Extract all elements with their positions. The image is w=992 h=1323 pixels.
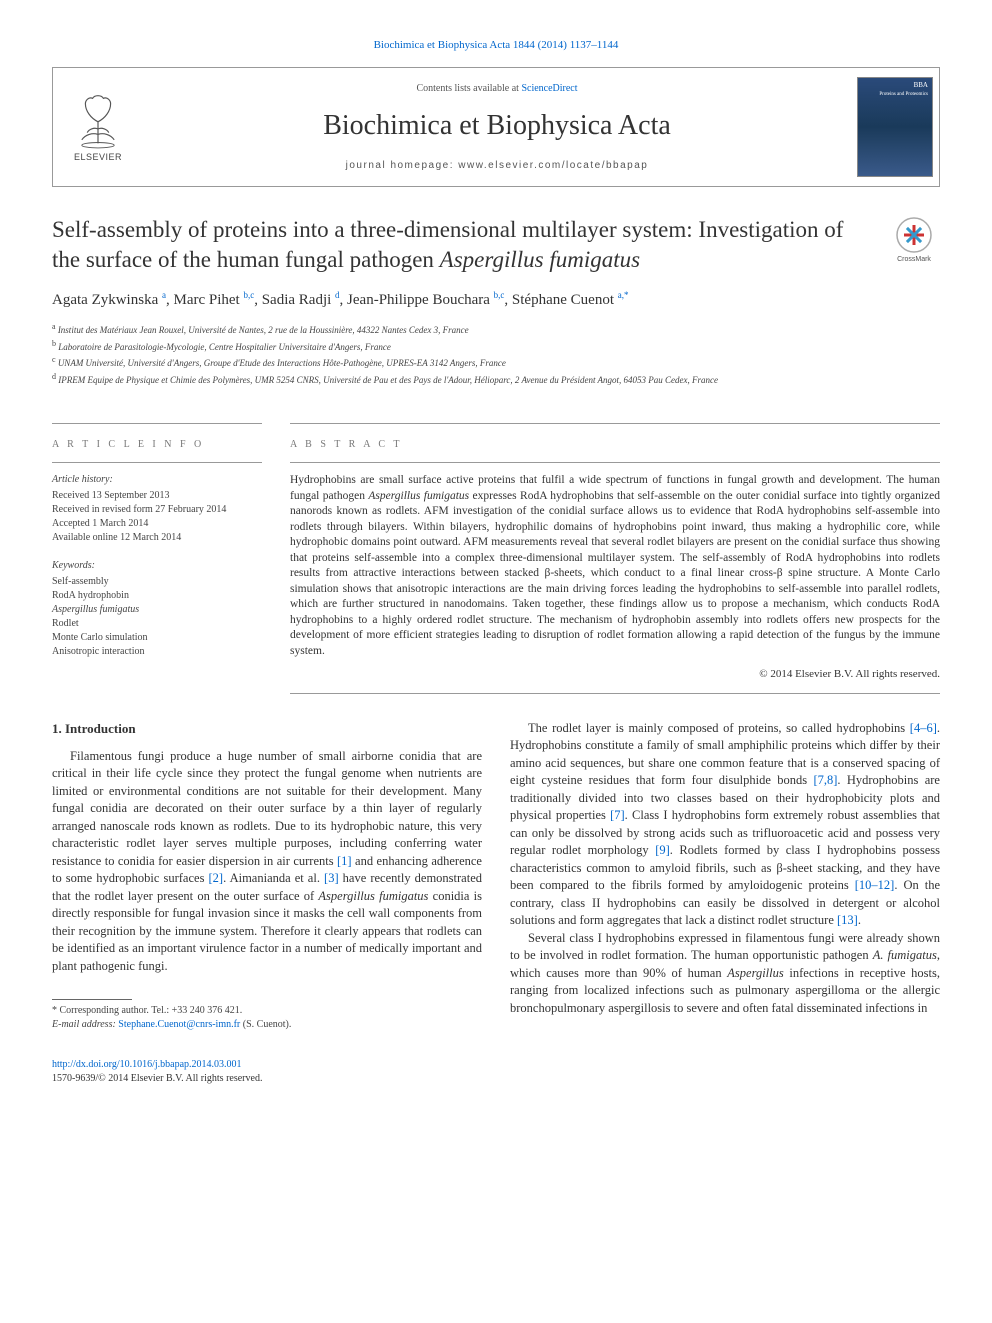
intro-paragraph-1: Filamentous fungi produce a huge number … [52, 748, 482, 976]
abstract-copyright: © 2014 Elsevier B.V. All rights reserved… [290, 667, 940, 682]
journal-homepage: journal homepage: www.elsevier.com/locat… [346, 159, 649, 173]
intro-paragraph-2: The rodlet layer is mainly composed of p… [510, 720, 940, 930]
abstract-heading: A B S T R A C T [290, 438, 940, 452]
corresponding-email-link[interactable]: Stephane.Cuenot@cnrs-imn.fr [118, 1019, 240, 1030]
abstract-column: A B S T R A C T Hydrophobins are small s… [290, 405, 940, 694]
homepage-url[interactable]: www.elsevier.com/locate/bbapap [458, 160, 648, 171]
body-column-right: The rodlet layer is mainly composed of p… [510, 720, 940, 1033]
header-center: Contents lists available at ScienceDirec… [143, 68, 851, 186]
affiliations: a Institut des Matériaux Jean Rouxel, Un… [52, 321, 940, 387]
crossmark-badge[interactable]: CrossMark [888, 215, 940, 267]
issn-copyright: 1570-9639/© 2014 Elsevier B.V. All right… [52, 1073, 262, 1084]
journal-header: ELSEVIER Contents lists available at Sci… [52, 67, 940, 187]
body-column-left: 1. Introduction Filamentous fungi produc… [52, 720, 482, 1033]
contents-lists-line: Contents lists available at ScienceDirec… [416, 82, 577, 96]
svg-text:CrossMark: CrossMark [897, 256, 931, 263]
elsevier-label: ELSEVIER [74, 151, 122, 164]
elsevier-logo[interactable]: ELSEVIER [53, 68, 143, 186]
article-title: Self-assembly of proteins into a three-d… [52, 215, 874, 275]
footer: http://dx.doi.org/10.1016/j.bbapap.2014.… [52, 1058, 940, 1086]
journal-ref-link[interactable]: Biochimica et Biophysica Acta 1844 (2014… [52, 38, 940, 53]
authors-line: Agata Zykwinska a, Marc Pihet b,c, Sadia… [52, 289, 940, 311]
intro-paragraph-3: Several class I hydrophobins expressed i… [510, 930, 940, 1018]
elsevier-tree-icon [71, 91, 125, 149]
doi-link[interactable]: http://dx.doi.org/10.1016/j.bbapap.2014.… [52, 1059, 242, 1070]
article-history: Article history: Received 13 September 2… [52, 473, 262, 545]
journal-name: Biochimica et Biophysica Acta [323, 106, 671, 145]
keywords: Keywords: Self-assemblyRodA hydrophobinA… [52, 559, 262, 659]
abstract-text: Hydrophobins are small surface active pr… [290, 473, 940, 659]
corresponding-author-footnote: * Corresponding author. Tel.: +33 240 37… [52, 1004, 482, 1032]
sciencedirect-link[interactable]: ScienceDirect [521, 83, 577, 94]
section-heading: 1. Introduction [52, 720, 482, 738]
article-info-heading: A R T I C L E I N F O [52, 438, 262, 452]
body-columns: 1. Introduction Filamentous fungi produc… [52, 720, 940, 1033]
journal-cover[interactable]: BBAProteins and Proteomics [851, 68, 939, 186]
article-info-column: A R T I C L E I N F O Article history: R… [52, 405, 262, 694]
